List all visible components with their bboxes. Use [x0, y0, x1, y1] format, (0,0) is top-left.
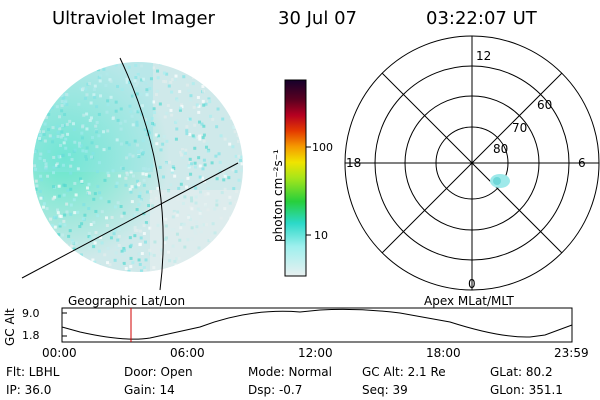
- lat-label-70: 70: [512, 121, 528, 135]
- lat-label-60: 60: [537, 98, 553, 112]
- colorbar-tick-10: 10: [314, 229, 328, 242]
- timeline-xtick-2359: 23:59: [554, 346, 589, 360]
- info-glat: GLat: 80.2: [490, 365, 553, 379]
- app-title: Ultraviolet Imager: [52, 8, 215, 29]
- info-seq: Seq: 39: [362, 383, 408, 397]
- info-mode: Mode: Normal: [248, 365, 332, 379]
- mlt-label-6: 6: [578, 156, 586, 170]
- left-map-label: Geographic Lat/Lon: [68, 294, 186, 308]
- timeline-xtick-1200: 12:00: [298, 346, 333, 360]
- info-door: Door: Open: [124, 365, 193, 379]
- timeline-ytick-top: 9.0: [22, 307, 40, 320]
- timeline-xtick-1800: 18:00: [426, 346, 461, 360]
- longitude-line: [119, 57, 164, 291]
- timeline-ytick-bottom: 1.8: [22, 329, 40, 342]
- latitude-line: [21, 162, 239, 279]
- timeline-xtick-0000: 00:00: [42, 346, 77, 360]
- timeline-xtick-0600: 06:00: [170, 346, 205, 360]
- date-label: 30 Jul 07: [278, 8, 357, 29]
- mlt-label-0: 0: [468, 277, 476, 291]
- info-gain: Gain: 14: [124, 383, 175, 397]
- orbit-altitude-curve: [61, 308, 573, 340]
- mlt-label-18: 18: [346, 156, 362, 170]
- info-glon: GLon: 351.1: [490, 383, 563, 397]
- mlt-label-12: 12: [476, 49, 492, 63]
- info-ip: IP: 36.0: [6, 383, 52, 397]
- lat-label-80: 80: [493, 142, 509, 156]
- info-dsp: Dsp: -0.7: [248, 383, 303, 397]
- info-gc-alt: GC Alt: 2.1 Re: [362, 365, 446, 379]
- right-map-label: Apex MLat/MLT: [424, 294, 514, 308]
- colorbar: [284, 79, 311, 277]
- info-flt: Flt: LBHL: [6, 365, 60, 379]
- time-label: 03:22:07 UT: [426, 8, 537, 29]
- colorbar-tick-100: 100: [312, 141, 333, 154]
